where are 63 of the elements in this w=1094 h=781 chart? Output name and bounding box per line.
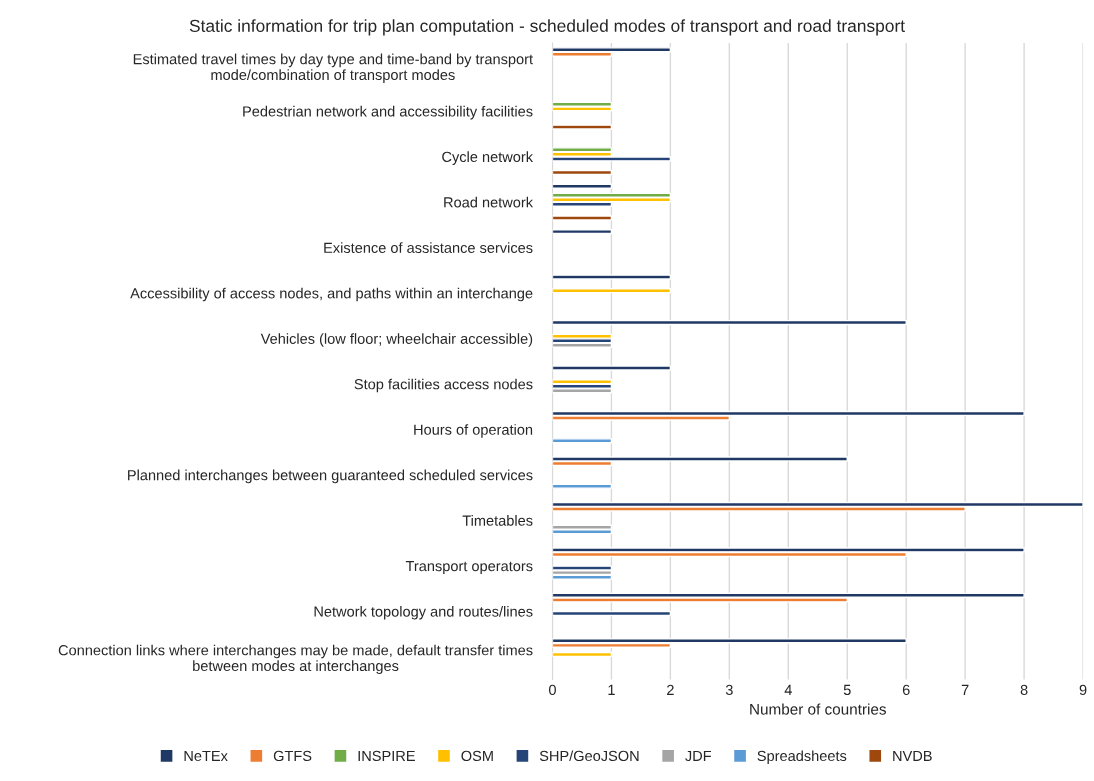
bar xyxy=(552,365,672,371)
bar xyxy=(552,388,613,394)
x-tick-label: 7 xyxy=(961,684,969,695)
x-tick-label: 4 xyxy=(784,684,792,695)
bar xyxy=(552,215,613,221)
y-tick-label: Existence of assistance services xyxy=(324,242,533,253)
x-tick-label: 9 xyxy=(1079,684,1087,696)
y-tick-label: Network topology and routes/lines xyxy=(314,605,533,620)
bar xyxy=(552,169,613,176)
bar xyxy=(552,106,613,112)
bar xyxy=(552,638,907,644)
bar xyxy=(552,338,613,344)
x-tick-label: 5 xyxy=(843,684,851,696)
x-tick-label: 8 xyxy=(1020,684,1028,696)
legend-label: OSM xyxy=(461,750,493,762)
y-tick-label: Planned interchanges between guaranteed scheduled services xyxy=(128,469,533,484)
x-tick-label: 1 xyxy=(608,684,615,695)
x-tick-label: 3 xyxy=(725,684,733,696)
x-axis-title: Number of countries xyxy=(750,703,886,715)
legend-label: SHP/GeoJSON xyxy=(539,750,639,762)
bar xyxy=(552,529,613,535)
bar xyxy=(552,319,907,326)
x-tick-label: 6 xyxy=(902,684,910,696)
bar xyxy=(552,183,613,189)
y-tick-label: Connection links where interchanges may be made, default transfer times between modes at interchanges xyxy=(58,644,533,674)
y-tick-label: Road network xyxy=(444,196,534,208)
y-tick-label: Stop facilities access nodes xyxy=(354,378,533,393)
y-tick-label: Accessibility of access nodes, and paths within an interchange xyxy=(130,287,533,302)
chart-title: Static information for trip plan computation - scheduled modes of transport and road transport xyxy=(189,19,905,36)
bar xyxy=(552,456,848,462)
y-tick-label: Timetables xyxy=(462,515,533,526)
x-tick-label: 0 xyxy=(548,684,556,696)
y-tick-label: Pedestrian network and accessibility facilities xyxy=(243,105,533,120)
bar xyxy=(552,197,672,203)
bar xyxy=(552,438,613,444)
y-tick-label: Cycle network xyxy=(442,151,534,165)
y-tick-label: Estimated travel times by day type and time-band by transport mode/combination of transport modes xyxy=(133,53,533,83)
bar xyxy=(552,147,613,153)
bar xyxy=(552,483,613,489)
bar xyxy=(552,379,613,385)
y-tick-label: Transport operators xyxy=(405,561,533,575)
y-tick-label: Vehicles (low floor; wheelchair accessible) xyxy=(260,333,533,347)
legend-label: NeTEx xyxy=(184,750,228,762)
bar xyxy=(552,610,672,617)
bar xyxy=(552,565,613,571)
bar xyxy=(552,47,672,53)
bar xyxy=(552,156,672,162)
bar xyxy=(552,274,672,280)
legend-label: INSPIRE xyxy=(358,750,415,762)
legend-label: Spreadsheets xyxy=(757,750,847,764)
bar xyxy=(552,574,613,580)
bar xyxy=(552,124,613,130)
bar xyxy=(552,342,613,348)
y-tick-label: Hours of operation xyxy=(414,424,533,438)
bar xyxy=(552,651,613,658)
bar xyxy=(552,547,1025,553)
bar xyxy=(552,229,613,235)
legend-label: GTFS xyxy=(273,750,312,762)
x-tick-label: 2 xyxy=(667,684,674,695)
bar xyxy=(552,288,672,294)
bar xyxy=(552,569,613,576)
legend-label: NVDB xyxy=(893,750,932,761)
legend-label: JDF xyxy=(685,750,712,762)
